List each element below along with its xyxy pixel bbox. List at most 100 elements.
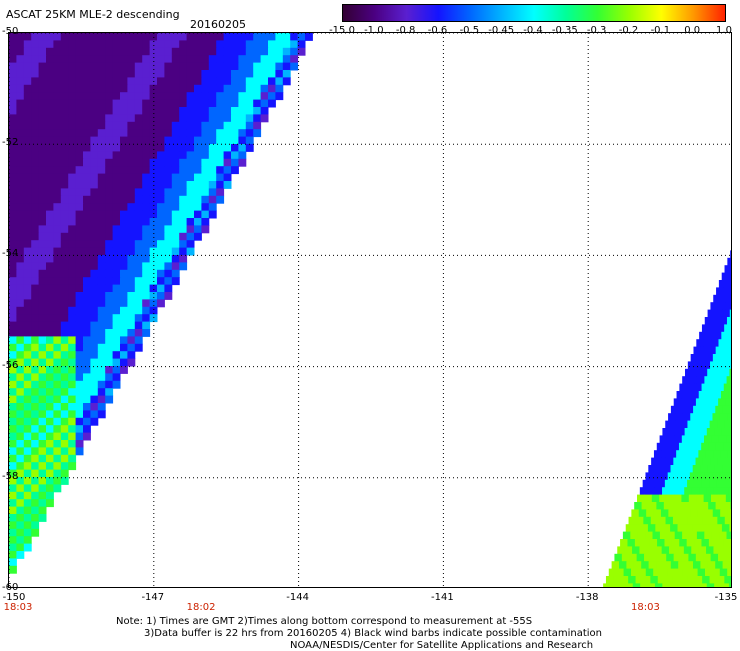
swath-cell — [201, 70, 209, 78]
swath-cell — [670, 583, 678, 588]
swath-cell — [61, 299, 69, 307]
swath-cell — [9, 381, 17, 389]
swath-cell — [16, 536, 24, 544]
swath-cell — [16, 203, 24, 211]
map-plot[interactable] — [8, 32, 732, 588]
lon-label: -141 — [431, 592, 454, 603]
swath-cell — [31, 396, 39, 404]
swath-cell — [113, 240, 121, 248]
swath-cell — [68, 336, 76, 344]
swath-cell — [31, 85, 39, 93]
swath-cell — [9, 70, 17, 78]
swath-cell — [713, 295, 721, 303]
swath-cell — [713, 450, 721, 458]
swath-cell — [231, 107, 239, 115]
swath-cell — [664, 502, 672, 510]
swath-cell — [290, 63, 298, 71]
swath-cell — [68, 425, 76, 433]
swath-cell — [120, 114, 128, 122]
swath-cell — [127, 85, 135, 93]
swath-cell — [90, 188, 98, 196]
swath-cell — [695, 517, 703, 525]
swath-cell — [113, 159, 121, 167]
swath-cell — [224, 92, 232, 100]
swath-cell — [172, 188, 180, 196]
swath-cell — [711, 398, 719, 406]
swath-cell — [90, 159, 98, 167]
swath-cell — [164, 40, 172, 48]
swath-cell — [90, 388, 98, 396]
swath-cell — [661, 569, 669, 577]
swath-cell — [61, 292, 69, 300]
swath-cell — [68, 85, 76, 93]
swath-cell — [719, 376, 727, 384]
swath-cell — [290, 48, 298, 56]
swath-cell — [179, 196, 187, 204]
swath-cell — [700, 524, 708, 532]
swath-cell — [83, 262, 91, 270]
swath-cell — [722, 369, 730, 377]
swath-cell — [24, 129, 32, 137]
swath-cell — [61, 92, 69, 100]
swath-cell — [53, 225, 61, 233]
swath-cell — [16, 151, 24, 159]
swath-cell — [653, 569, 661, 577]
swath-cell — [83, 410, 91, 418]
swath-cell — [46, 248, 54, 256]
swath-cell — [700, 406, 708, 414]
swath-cell — [164, 151, 172, 159]
swath-cell — [98, 255, 106, 263]
swath-cell — [16, 55, 24, 63]
swath-cell — [53, 40, 61, 48]
swath-cell — [127, 63, 135, 71]
swath-cell — [61, 33, 69, 41]
swath-cell — [39, 48, 47, 56]
swath-cell — [681, 398, 689, 406]
swath-cell — [142, 314, 150, 322]
swath-cell — [718, 398, 726, 406]
swath-cell — [647, 546, 655, 554]
swath-cell — [650, 576, 658, 584]
swath-cell — [194, 107, 202, 115]
swath-cell — [209, 122, 217, 130]
swath-cell — [224, 70, 232, 78]
swath-cell — [53, 470, 61, 478]
swath-cell — [664, 539, 672, 547]
swath-cell — [120, 344, 128, 352]
swath-cell — [674, 435, 682, 443]
swath-cell — [625, 546, 633, 554]
swath-cell — [692, 487, 700, 495]
swath-cell — [39, 366, 47, 374]
swath-cell — [53, 48, 61, 56]
swath-cell — [684, 546, 692, 554]
swath-cell — [643, 480, 651, 488]
swath-cell — [603, 583, 611, 588]
swath-cell — [157, 70, 165, 78]
swath-cell — [157, 285, 165, 293]
swath-cell — [164, 70, 172, 78]
swath-cell — [728, 391, 732, 399]
swath-cell — [209, 92, 217, 100]
swath-cell — [31, 344, 39, 352]
swath-cell — [216, 151, 224, 159]
swath-cell — [729, 487, 732, 495]
swath-cell — [61, 137, 69, 145]
swath-cell — [68, 433, 76, 441]
swath-cell — [253, 40, 261, 48]
swath-cell — [201, 63, 209, 71]
swath-cell — [46, 388, 54, 396]
swath-cell — [717, 480, 725, 488]
swath-cell — [46, 151, 54, 159]
swath-cell — [113, 55, 121, 63]
swath-cell — [675, 413, 683, 421]
swath-cell — [253, 70, 261, 78]
swath-cell — [24, 507, 32, 515]
swath-cell — [83, 299, 91, 307]
swath-cell — [39, 418, 47, 426]
swath-cell — [53, 174, 61, 182]
swath-cell — [39, 307, 47, 315]
swath-cell — [238, 137, 246, 145]
swath-cell — [46, 307, 54, 315]
swath-cell — [187, 218, 195, 226]
swath-cell — [31, 188, 39, 196]
